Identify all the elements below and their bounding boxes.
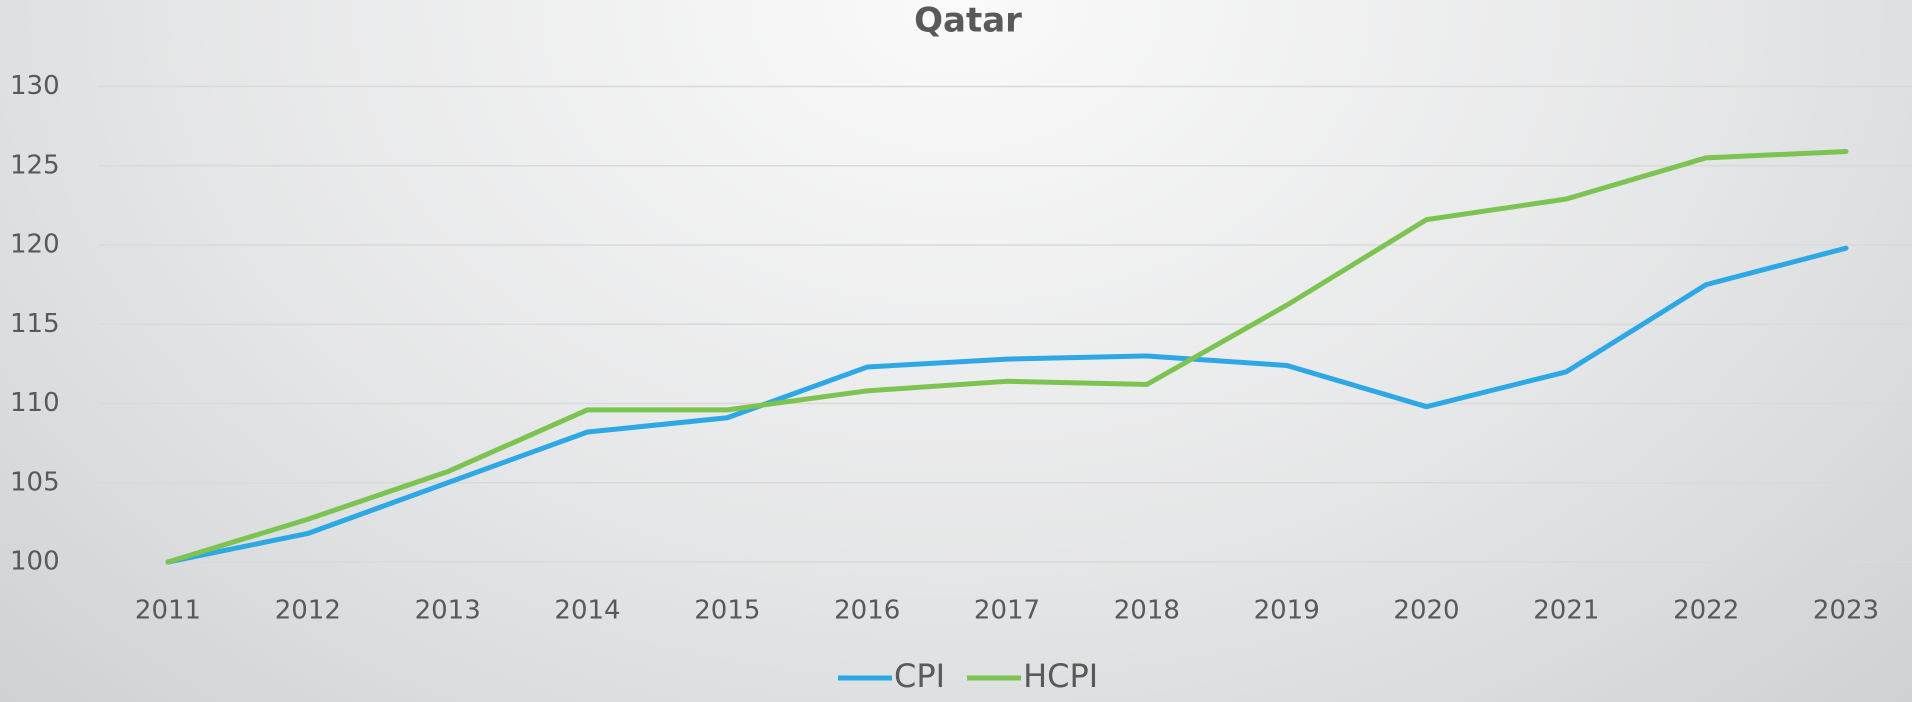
- y-tick-label: 110: [10, 388, 60, 418]
- x-tick-label: 2018: [1114, 596, 1180, 626]
- x-tick-label: 2021: [1533, 596, 1599, 626]
- series-line: [165, 245, 1849, 565]
- x-tick-label: 2011: [135, 596, 201, 626]
- y-tick-label: 100: [10, 547, 60, 577]
- y-tick-label: 105: [10, 467, 60, 497]
- y-tick-label: 125: [10, 150, 60, 180]
- series-line: [165, 148, 1849, 565]
- x-tick-label: 2023: [1813, 596, 1879, 626]
- x-tick-label: 2016: [834, 596, 900, 626]
- x-tick-label: 2020: [1393, 596, 1459, 626]
- x-tick-label: 2013: [415, 596, 481, 626]
- y-tick-label: 130: [10, 71, 60, 101]
- legend-label: CPI: [894, 657, 945, 695]
- y-tick-label: 115: [10, 309, 60, 339]
- chart-title: Qatar: [914, 1, 1022, 41]
- y-tick-label: 120: [10, 230, 60, 260]
- x-tick-label: 2014: [554, 596, 620, 626]
- legend-label: HCPI: [1023, 657, 1098, 695]
- x-tick-label: 2017: [974, 596, 1040, 626]
- x-tick-label: 2022: [1673, 596, 1739, 626]
- x-tick-label: 2015: [694, 596, 760, 626]
- x-tick-label: 2012: [275, 596, 341, 626]
- x-tick-label: 2019: [1254, 596, 1320, 626]
